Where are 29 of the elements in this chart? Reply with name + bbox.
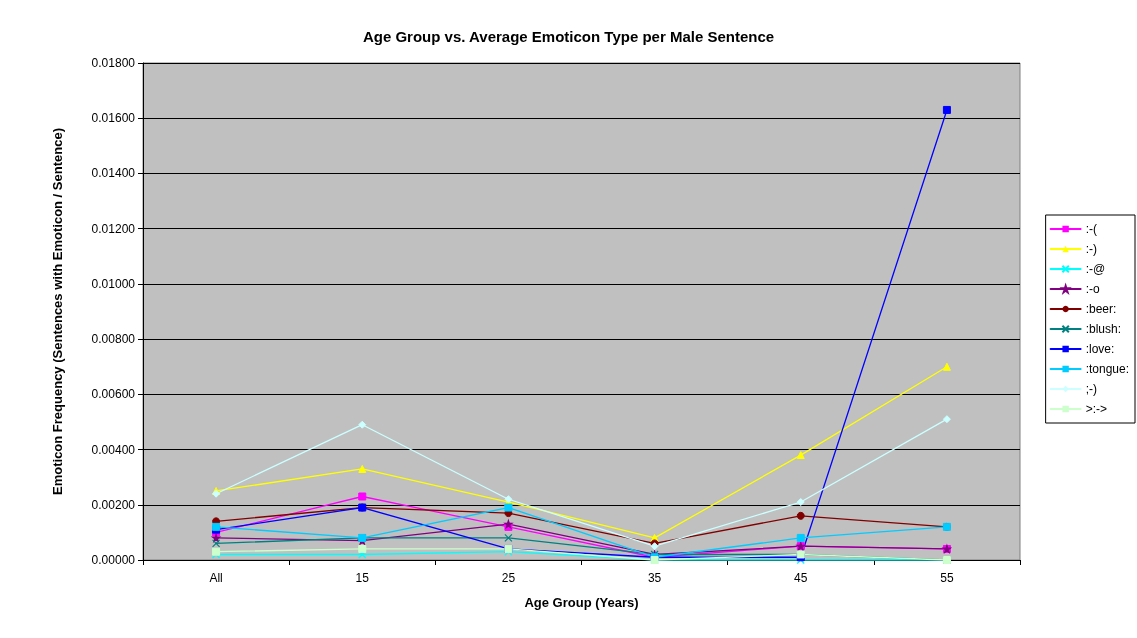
legend-label: :-o <box>1085 282 1100 296</box>
legend-label: >:-> <box>1085 402 1107 416</box>
x-tick-label: All <box>209 571 223 585</box>
x-axis-title: Age Group (Years) <box>524 595 639 610</box>
legend-label: :beer: <box>1085 302 1117 316</box>
x-tick-label: 35 <box>647 571 662 585</box>
y-tick-label: 0.00800 <box>91 332 136 347</box>
y-tick-label: 0.01800 <box>91 56 136 70</box>
y-tick-label: 0.01000 <box>91 276 136 291</box>
legend-label: :tongue: <box>1085 362 1129 376</box>
legend-label: ;-) <box>1085 382 1097 396</box>
legend-label: :-@ <box>1085 262 1106 276</box>
chart-title: Age Group vs. Average Emoticon Type per Male Sentence <box>362 28 775 45</box>
legend-label: :love: <box>1085 342 1115 356</box>
y-tick-label: 0.00400 <box>91 442 136 457</box>
x-tick-label: 15 <box>355 571 370 585</box>
legend-label: :-( <box>1085 222 1097 236</box>
y-axis-title: Emoticon Frequency (Sentences with Emoticon / Sentence) <box>49 128 65 495</box>
x-tick-label: 25 <box>501 571 516 585</box>
y-tick-label: 0.01200 <box>91 221 136 236</box>
y-tick-label: 0.01600 <box>91 111 136 126</box>
legend-label: :blush: <box>1085 322 1121 336</box>
legend-label: :-) <box>1085 242 1097 256</box>
x-tick-label: 45 <box>794 571 808 585</box>
y-tick-label: 0.00000 <box>91 553 136 567</box>
y-tick-label: 0.00600 <box>91 387 136 402</box>
y-tick-label: 0.00200 <box>91 497 136 512</box>
y-tick-label: 0.01400 <box>91 166 136 181</box>
x-tick-label: 55 <box>940 571 954 585</box>
